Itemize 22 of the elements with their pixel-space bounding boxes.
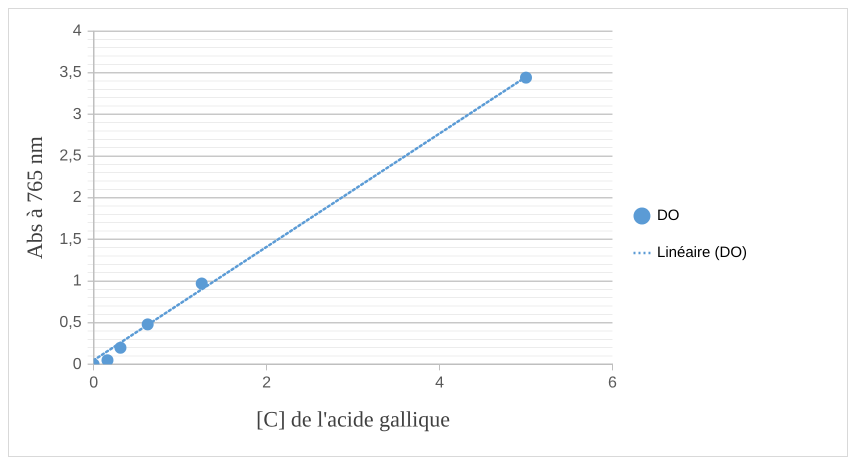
- point: [114, 342, 126, 354]
- y-tick-label: 3: [72, 106, 82, 123]
- x-tick-label: 4: [435, 374, 444, 392]
- y-tick-label: 0,5: [59, 314, 82, 332]
- y-tick-label: 4: [72, 22, 82, 40]
- x-axis-title: [C] de l'acide gallique: [256, 406, 450, 432]
- y-axis-title: Abs à 765 nm: [22, 136, 47, 260]
- y-tick-label: 1: [72, 272, 82, 290]
- x-tick-label: 0: [89, 374, 98, 392]
- point: [142, 318, 154, 330]
- y-tick-label: 2,5: [59, 147, 82, 164]
- legend-label: Linéaire (DO): [656, 244, 748, 262]
- point: [101, 354, 114, 364]
- x-tick-label: 6: [608, 374, 618, 392]
- x-tick-label: 2: [262, 374, 272, 392]
- y-tick-label: 0: [72, 356, 82, 373]
- point: [520, 72, 532, 84]
- y-tick-label: 1,5: [59, 230, 82, 248]
- y-tick-label: 2: [72, 189, 82, 206]
- y-tick-label: 3,5: [59, 64, 82, 82]
- point: [196, 278, 208, 290]
- legend-label: DO: [656, 207, 680, 224]
